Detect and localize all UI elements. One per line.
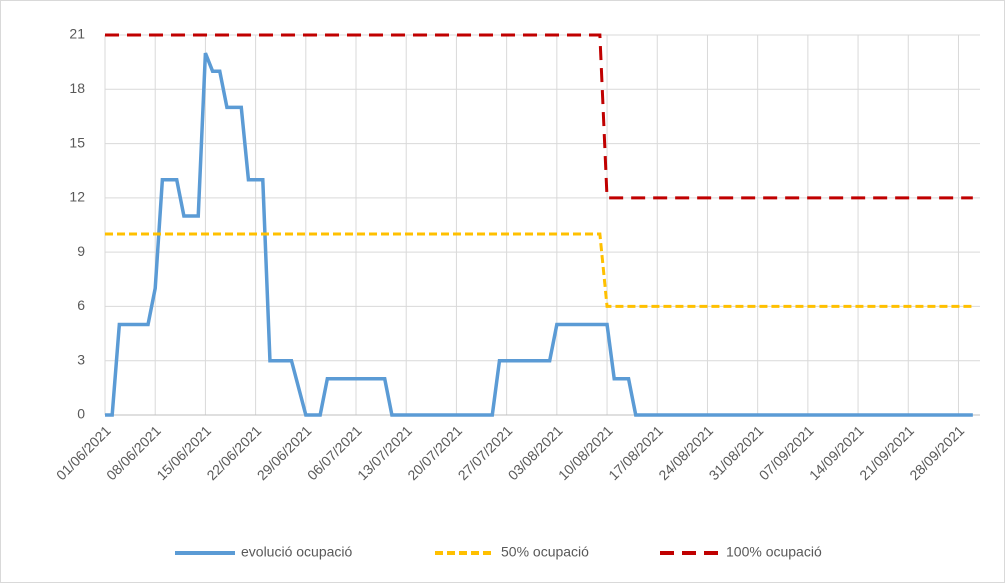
y-tick-label: 18 [69,80,85,96]
legend-label: evolució ocupació [241,544,353,560]
y-tick-label: 3 [77,351,85,367]
series-line [105,33,973,200]
series-line [105,52,973,417]
y-tick-label: 21 [69,26,85,42]
series-line [105,232,973,308]
legend-label: 100% ocupació [726,544,822,560]
legend-label: 50% ocupació [501,544,589,560]
y-tick-label: 12 [69,189,85,205]
y-tick-label: 6 [77,297,85,313]
y-tick-label: 0 [77,406,85,422]
y-tick-label: 9 [77,243,85,259]
y-tick-label: 15 [69,134,85,150]
